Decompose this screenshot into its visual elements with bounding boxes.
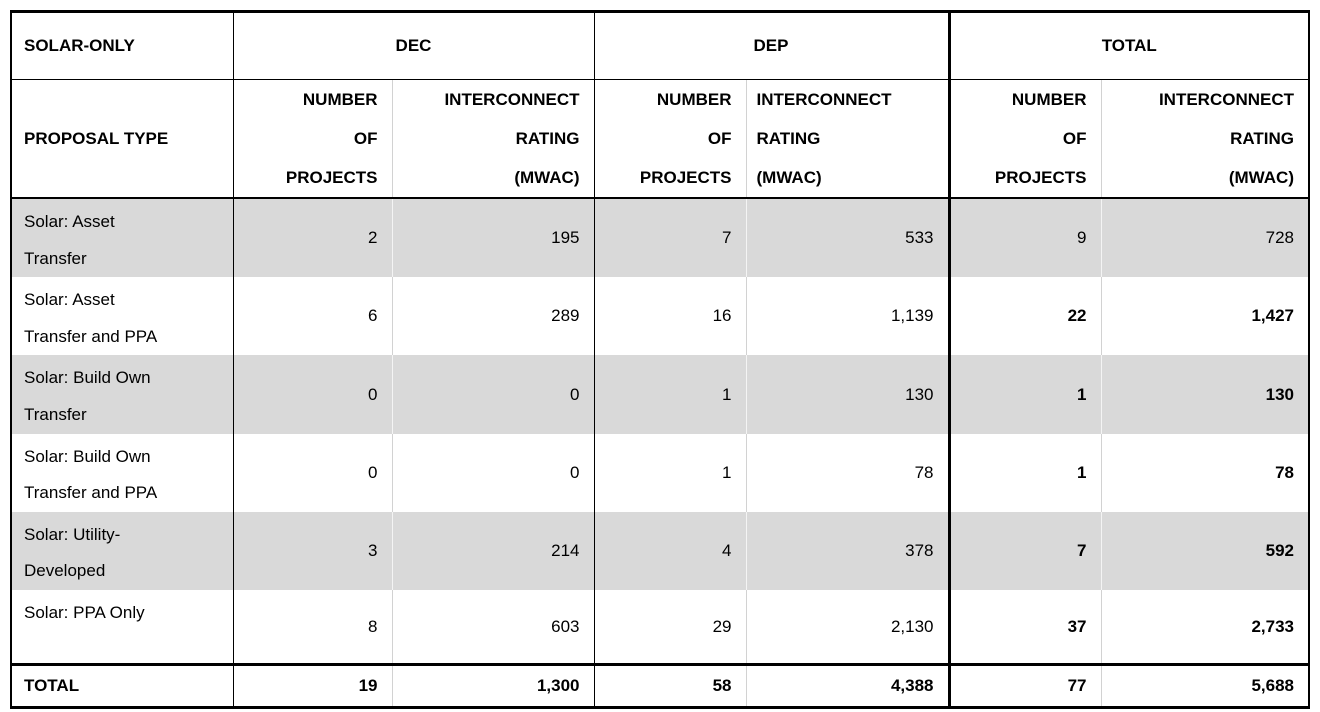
total-rating-value: 130: [1100, 355, 1309, 434]
dep-rating-value: 378: [745, 511, 949, 590]
proposal-type-cell: Solar: Asset Transfer and PPA: [24, 290, 158, 346]
proposal-type-cell: Solar: PPA Only: [24, 602, 145, 622]
table-row-build-own-transfer: Solar: Build Own Transfer 0 0 1 130 1 13…: [11, 355, 1309, 434]
dep-rating-value: 130: [745, 355, 949, 434]
total-projects-value: 1: [947, 355, 1101, 434]
dec-rating-header: INTERCONNECT RATING (MWAC): [391, 79, 594, 200]
dep-projects-value: 1: [593, 433, 746, 512]
total-rating-header: INTERCONNECT RATING (MWAC): [1100, 79, 1309, 200]
dep-rating-total: 4,388: [745, 663, 949, 708]
row-header-proposal-type: PROPOSAL TYPE: [11, 79, 233, 200]
total-rating-value: 1,427: [1100, 277, 1309, 356]
dec-projects-value: 0: [232, 355, 392, 434]
dec-rating-value: 0: [391, 433, 594, 512]
dec-projects-value: 3: [232, 511, 392, 590]
dep-rating-value: 533: [745, 198, 949, 278]
dep-projects-value: 7: [593, 198, 746, 278]
dec-rating-value: 195: [391, 198, 594, 278]
total-row-label: TOTAL: [11, 663, 233, 708]
dec-projects-value: 6: [232, 277, 392, 356]
total-rating-value: 78: [1100, 433, 1309, 512]
table-row-ppa-only: Solar: PPA Only 8 603 29 2,130 37 2,733: [11, 589, 1309, 665]
dec-projects-header: NUMBER OF PROJECTS: [232, 79, 392, 200]
dec-rating-value: 289: [391, 277, 594, 356]
dep-rating-header: INTERCONNECT RATING (MWAC): [745, 79, 949, 200]
table-row-build-own-transfer-ppa: Solar: Build Own Transfer and PPA 0 0 1 …: [11, 433, 1309, 512]
total-projects-value: 1: [947, 433, 1101, 512]
dep-projects-value: 4: [593, 511, 746, 590]
dec-rating-total: 1,300: [391, 663, 594, 708]
proposal-type-cell: Solar: Asset Transfer: [11, 198, 233, 278]
total-rating-value: 2,733: [1100, 589, 1309, 665]
corner-label: SOLAR-ONLY: [11, 11, 233, 80]
dec-projects-value: 2: [232, 198, 392, 278]
dec-rating-value: 214: [391, 511, 594, 590]
total-rating-grand-total: 5,688: [1100, 663, 1309, 708]
dep-projects-value: 1: [593, 355, 746, 434]
dec-projects-value: 0: [232, 433, 392, 512]
document-page: SOLAR-ONLY DEC DEP TOTAL PROPOSAL TYPE N…: [0, 10, 1320, 712]
dep-projects-value: 29: [593, 589, 746, 665]
table-row-utility-developed: Solar: Utility- Developed 3 214 4 378 7 …: [11, 511, 1309, 590]
dep-rating-value: 2,130: [745, 589, 949, 665]
total-rating-value: 592: [1100, 511, 1309, 590]
group-header-dec: DEC: [232, 11, 594, 80]
dec-projects-total: 19: [232, 663, 392, 708]
total-projects-value: 7: [947, 511, 1101, 590]
dep-projects-header: NUMBER OF PROJECTS: [593, 79, 746, 200]
dec-rating-value: 0: [391, 355, 594, 434]
dep-rating-value: 1,139: [745, 277, 949, 356]
dec-rating-value: 603: [391, 589, 594, 665]
total-projects-value: 37: [947, 589, 1101, 665]
total-projects-grand-total: 77: [947, 663, 1101, 708]
total-projects-value: 22: [947, 277, 1101, 356]
proposal-type-cell: Solar: Build Own Transfer and PPA: [24, 446, 158, 503]
dep-projects-value: 16: [593, 277, 746, 356]
grand-total-row: TOTAL 19 1,300 58 4,388 77 5,688: [11, 663, 1309, 708]
table-row-asset-transfer: Solar: Asset Transfer 2 195 7 533 9 728: [11, 198, 1309, 278]
group-header-total: TOTAL: [947, 11, 1309, 80]
proposal-type-cell: Solar: Utility- Developed: [11, 511, 233, 590]
dep-rating-value: 78: [745, 433, 949, 512]
dec-projects-value: 8: [232, 589, 392, 665]
group-header-row: SOLAR-ONLY DEC DEP TOTAL: [11, 11, 1309, 80]
total-projects-value: 9: [947, 198, 1101, 278]
table-row-asset-transfer-ppa: Solar: Asset Transfer and PPA 6 289 16 1…: [11, 277, 1309, 356]
group-header-dep: DEP: [593, 11, 949, 80]
total-rating-value: 728: [1100, 198, 1309, 278]
solar-only-proposals-table: SOLAR-ONLY DEC DEP TOTAL PROPOSAL TYPE N…: [10, 10, 1310, 710]
total-projects-header: NUMBER OF PROJECTS: [947, 79, 1101, 200]
dep-projects-total: 58: [593, 663, 746, 708]
sub-header-row: PROPOSAL TYPE NUMBER OF PROJECTS INTERCO…: [11, 79, 1309, 200]
proposal-type-cell: Solar: Build Own Transfer: [11, 355, 233, 434]
